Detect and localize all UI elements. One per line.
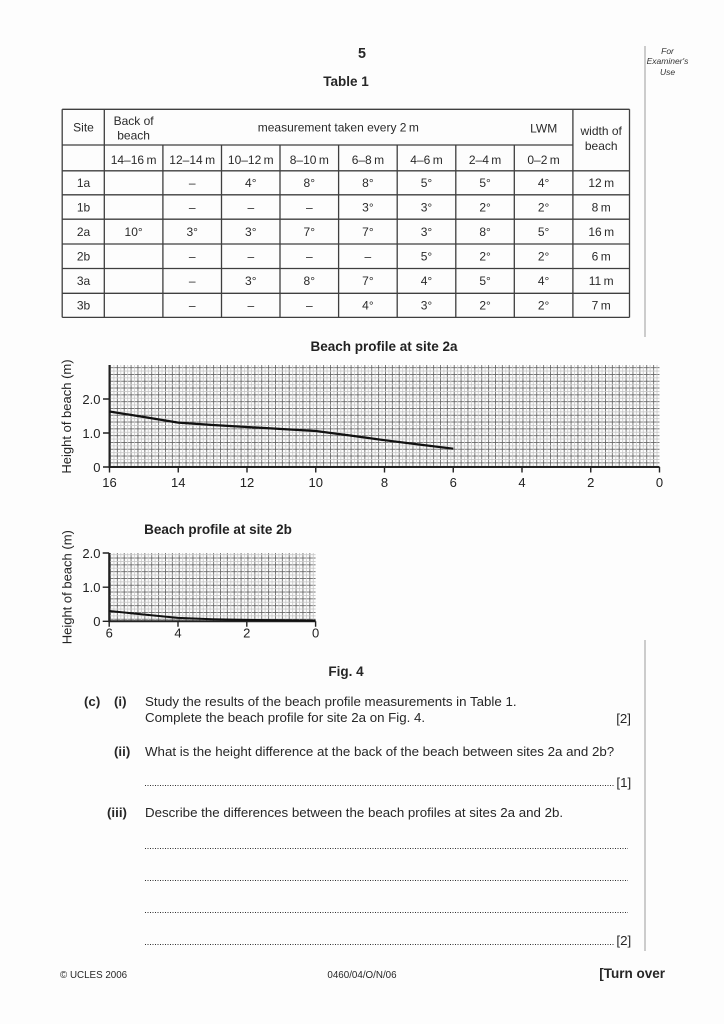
svg-text:3b: 3b: [77, 299, 91, 313]
svg-text:7 m: 7 m: [592, 299, 611, 313]
svg-text:2°: 2°: [479, 299, 491, 313]
svg-text:6: 6: [450, 475, 457, 490]
svg-text:2: 2: [587, 475, 594, 490]
svg-text:–: –: [189, 274, 196, 288]
svg-text:–: –: [189, 176, 196, 190]
svg-text:3°: 3°: [421, 200, 433, 214]
svg-text:7°: 7°: [362, 225, 374, 239]
svg-text:beach: beach: [117, 129, 150, 143]
svg-text:width of: width of: [580, 124, 623, 138]
svg-text:4°: 4°: [245, 176, 257, 190]
svg-text:3°: 3°: [245, 274, 257, 288]
svg-text:10°: 10°: [125, 225, 143, 239]
svg-text:2°: 2°: [479, 200, 491, 214]
svg-text:5°: 5°: [479, 274, 491, 288]
svg-text:8 m: 8 m: [592, 200, 611, 214]
svg-text:6–8 m: 6–8 m: [352, 153, 384, 167]
svg-text:2b: 2b: [77, 250, 91, 264]
svg-text:8: 8: [381, 475, 388, 490]
svg-text:3°: 3°: [362, 200, 374, 214]
svg-text:LWM: LWM: [530, 121, 557, 135]
svg-text:8°: 8°: [479, 225, 491, 239]
svg-text:12: 12: [240, 475, 254, 490]
svg-text:12 m: 12 m: [588, 176, 614, 190]
svg-text:12–14 m: 12–14 m: [169, 153, 215, 167]
svg-text:Beach profile at site 2b: Beach profile at site 2b: [144, 522, 292, 537]
svg-text:0: 0: [656, 475, 663, 490]
svg-text:4: 4: [174, 626, 181, 641]
svg-text:–: –: [189, 200, 196, 214]
svg-text:4°: 4°: [538, 176, 550, 190]
svg-text:11 m: 11 m: [589, 274, 614, 288]
svg-text:1.0: 1.0: [82, 426, 100, 441]
svg-text:–: –: [247, 250, 254, 264]
svg-text:7°: 7°: [362, 274, 374, 288]
svg-text:3°: 3°: [421, 225, 433, 239]
svg-text:Height of beach (m): Height of beach (m): [60, 530, 75, 644]
svg-text:1.0: 1.0: [82, 580, 100, 595]
svg-text:2°: 2°: [538, 200, 550, 214]
svg-text:Beach profile at site 2a: Beach profile at site 2a: [310, 339, 458, 354]
svg-text:3°: 3°: [245, 225, 257, 239]
svg-text:8°: 8°: [304, 176, 316, 190]
svg-text:2.0: 2.0: [82, 392, 100, 407]
svg-text:–: –: [189, 299, 196, 313]
svg-text:14–16 m: 14–16 m: [111, 153, 157, 167]
svg-text:4°: 4°: [538, 274, 550, 288]
svg-text:10–12 m: 10–12 m: [228, 153, 274, 167]
svg-text:4°: 4°: [362, 299, 374, 313]
svg-text:1b: 1b: [77, 200, 91, 214]
svg-text:2°: 2°: [538, 250, 550, 264]
svg-text:3a: 3a: [77, 274, 91, 288]
svg-text:–: –: [306, 200, 313, 214]
svg-text:7°: 7°: [304, 225, 316, 239]
svg-text:4°: 4°: [421, 274, 433, 288]
svg-text:10: 10: [309, 475, 323, 490]
svg-text:6 m: 6 m: [592, 250, 611, 264]
svg-text:2°: 2°: [538, 299, 550, 313]
svg-text:2a: 2a: [77, 225, 91, 239]
svg-text:5°: 5°: [479, 176, 491, 190]
svg-text:3°: 3°: [186, 225, 198, 239]
svg-text:–: –: [247, 299, 254, 313]
svg-text:0: 0: [93, 614, 100, 629]
svg-text:5°: 5°: [538, 225, 550, 239]
svg-text:8°: 8°: [362, 176, 374, 190]
svg-text:16: 16: [102, 475, 116, 490]
svg-text:Height of beach (m): Height of beach (m): [59, 359, 74, 473]
svg-text:0: 0: [312, 626, 319, 641]
svg-text:8–10 m: 8–10 m: [290, 153, 329, 167]
svg-text:14: 14: [171, 475, 185, 490]
svg-text:16 m: 16 m: [588, 225, 614, 239]
svg-text:4: 4: [518, 475, 525, 490]
svg-text:0: 0: [93, 460, 100, 475]
svg-text:–: –: [306, 299, 313, 313]
svg-text:2–4 m: 2–4 m: [469, 153, 501, 167]
svg-text:–: –: [365, 250, 372, 264]
svg-text:5°: 5°: [421, 176, 433, 190]
svg-text:5°: 5°: [421, 250, 433, 264]
svg-text:Back of: Back of: [114, 114, 155, 128]
svg-text:Site: Site: [73, 121, 94, 135]
svg-text:6: 6: [106, 626, 113, 641]
svg-text:–: –: [189, 250, 196, 264]
svg-text:8°: 8°: [304, 274, 316, 288]
svg-text:–: –: [306, 250, 313, 264]
svg-text:4–6 m: 4–6 m: [410, 153, 442, 167]
svg-text:beach: beach: [585, 139, 618, 153]
svg-text:0–2 m: 0–2 m: [527, 153, 559, 167]
svg-text:measurement taken every 2 m: measurement taken every 2 m: [258, 121, 419, 135]
svg-text:2°: 2°: [479, 250, 491, 264]
svg-text:2.0: 2.0: [82, 546, 100, 561]
svg-text:1a: 1a: [77, 176, 91, 190]
svg-text:–: –: [247, 200, 254, 214]
svg-text:3°: 3°: [421, 299, 433, 313]
svg-text:2: 2: [243, 626, 250, 641]
